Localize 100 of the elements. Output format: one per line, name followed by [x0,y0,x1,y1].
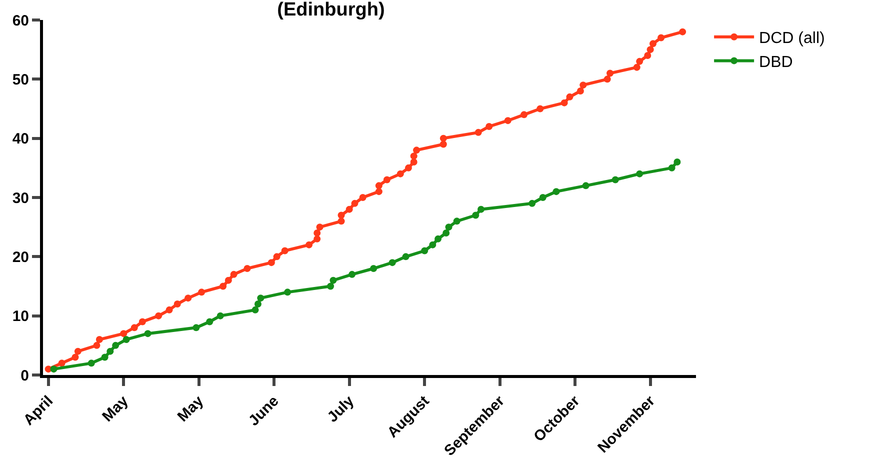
y-tick-label: 0 [20,367,29,384]
point [486,123,493,130]
point [674,158,681,166]
y-tick-label: 40 [12,130,29,148]
legend-label: DCD (all) [759,30,825,48]
point [576,88,584,94]
point [646,46,654,54]
point [474,128,482,136]
point [504,117,512,124]
point [375,188,382,196]
point [72,354,79,361]
point [58,360,66,367]
point [410,158,418,166]
point [636,170,644,178]
point [442,230,450,236]
y-tick-label: 20 [12,248,29,266]
point [650,40,656,48]
point [252,306,259,314]
point [166,306,173,314]
point [112,342,120,349]
point [453,218,460,225]
point [257,294,264,302]
point [445,224,452,231]
point [370,265,378,272]
point [338,212,345,219]
point [216,312,224,320]
point [396,170,404,178]
point [413,146,420,154]
point [50,366,58,373]
point [327,282,334,290]
point [668,164,676,172]
point [388,259,396,266]
point [528,200,536,207]
point [174,300,181,308]
point [658,34,665,42]
point [633,64,640,71]
point [351,200,358,207]
point [101,354,108,361]
point [220,282,227,290]
point [96,336,103,343]
point [375,182,382,190]
point [346,206,353,213]
point [644,52,652,59]
point [192,324,200,332]
point [440,134,447,142]
point [520,111,528,118]
point [429,241,436,248]
point [74,348,82,355]
point [144,330,152,338]
point [560,99,568,106]
point [130,324,138,332]
point [306,241,313,248]
point [539,194,546,201]
point [440,140,447,148]
point [636,58,644,65]
point [434,235,442,242]
point [679,28,686,36]
point [478,206,485,213]
point [254,300,262,308]
point [582,182,590,190]
x-tick-label: May [174,392,208,426]
point [604,76,611,83]
point [402,253,410,260]
point [472,212,480,219]
point [338,218,345,225]
point [421,247,428,254]
point [198,288,206,296]
point [410,152,418,160]
point [268,259,275,266]
point [612,176,619,184]
point [281,247,288,254]
point [155,312,162,320]
point [580,82,587,89]
point [206,318,214,326]
point [273,253,280,260]
point [88,360,95,367]
point [552,188,560,196]
point [536,105,544,112]
point [138,318,146,326]
point [314,230,321,236]
y-tick-label: 30 [12,190,29,207]
point [404,164,412,172]
point [120,330,128,338]
y-tick-label: 60 [12,12,29,30]
legend-label: DBD [759,54,793,71]
point [93,342,100,349]
point [106,348,114,355]
point [606,70,614,77]
point [383,176,390,184]
point [224,276,232,284]
point [316,224,324,231]
point [230,270,238,278]
point [359,194,366,201]
y-tick-label: 50 [12,71,29,88]
y-tick-label: 10 [12,308,29,326]
point [284,288,292,296]
x-tick-label: July [324,392,358,426]
point [184,294,192,302]
point [122,336,130,343]
point [566,93,574,100]
